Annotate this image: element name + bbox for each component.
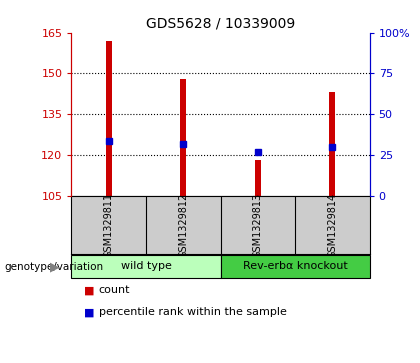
Title: GDS5628 / 10339009: GDS5628 / 10339009 [146,16,295,30]
Bar [180,79,186,196]
Text: ■: ■ [84,285,94,295]
Text: Rev-erbα knockout: Rev-erbα knockout [243,261,347,271]
Text: count: count [99,285,130,295]
Text: ■: ■ [84,307,94,317]
Text: GSM1329814: GSM1329814 [327,192,337,257]
Bar [255,160,261,196]
Text: ▶: ▶ [50,260,59,273]
Bar [106,41,112,196]
Bar [329,93,335,196]
FancyBboxPatch shape [220,256,370,278]
Text: GSM1329812: GSM1329812 [178,192,188,258]
Text: wild type: wild type [121,261,171,271]
Text: GSM1329813: GSM1329813 [253,192,263,257]
Text: genotype/variation: genotype/variation [4,262,103,272]
FancyBboxPatch shape [71,256,220,278]
Text: GSM1329811: GSM1329811 [104,192,114,257]
Text: percentile rank within the sample: percentile rank within the sample [99,307,286,317]
